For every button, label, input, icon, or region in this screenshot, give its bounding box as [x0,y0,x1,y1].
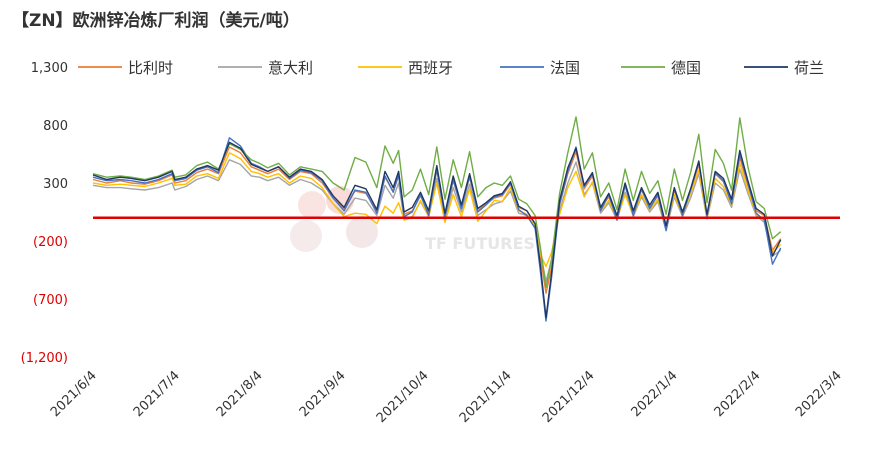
legend: 比利时 意大利 西班牙 法国 德国 荷兰 [78,59,824,77]
chart-title: 【ZN】欧洲锌冶炼厂利润（美元/吨） [12,11,300,31]
x-axis: 2021/6/4 2021/7/4 2021/8/4 2021/9/4 2021/10/… [48,368,845,426]
x-tick-label: 2022/3/4 [793,368,845,420]
watermark-logo-petal [346,216,378,248]
series-line [92,141,782,319]
legend-label: 荷兰 [794,59,824,77]
series-group [92,116,782,322]
y-tick-label: (1,200) [21,351,68,366]
y-tick-label: 800 [43,119,68,134]
y-axis: 1,300 800 300 (200) (700) (1,200) [21,61,68,366]
x-tick-label: 2021/12/4 [540,368,598,426]
series-line [92,159,782,283]
y-tick-label: (200) [33,235,68,250]
legend-label: 法国 [550,59,580,77]
y-tick-label: (700) [33,293,68,308]
series-line [92,116,782,289]
watermark-text: TF FUTURES [425,234,535,253]
x-tick-label: 2022/2/4 [712,368,764,420]
x-tick-label: 2021/8/4 [214,368,266,420]
watermark-logo-petal [298,191,326,219]
x-tick-label: 2021/10/4 [374,368,432,426]
legend-label: 德国 [671,59,701,77]
watermark: TF FUTURES [290,186,535,253]
y-tick-label: 300 [43,177,68,192]
watermark-logo-petal [290,220,322,252]
x-tick-label: 2022/1/4 [629,368,681,420]
watermark-logo-petal [326,186,354,214]
legend-label: 比利时 [128,59,173,77]
x-tick-label: 2021/9/4 [297,368,349,420]
legend-label: 意大利 [268,59,313,77]
legend-label: 西班牙 [408,59,453,77]
series-line [92,152,782,268]
x-tick-label: 2021/7/4 [131,368,183,420]
y-tick-label: 1,300 [31,61,68,76]
x-tick-label: 2021/11/4 [457,368,515,426]
x-tick-label: 2021/6/4 [48,368,100,420]
